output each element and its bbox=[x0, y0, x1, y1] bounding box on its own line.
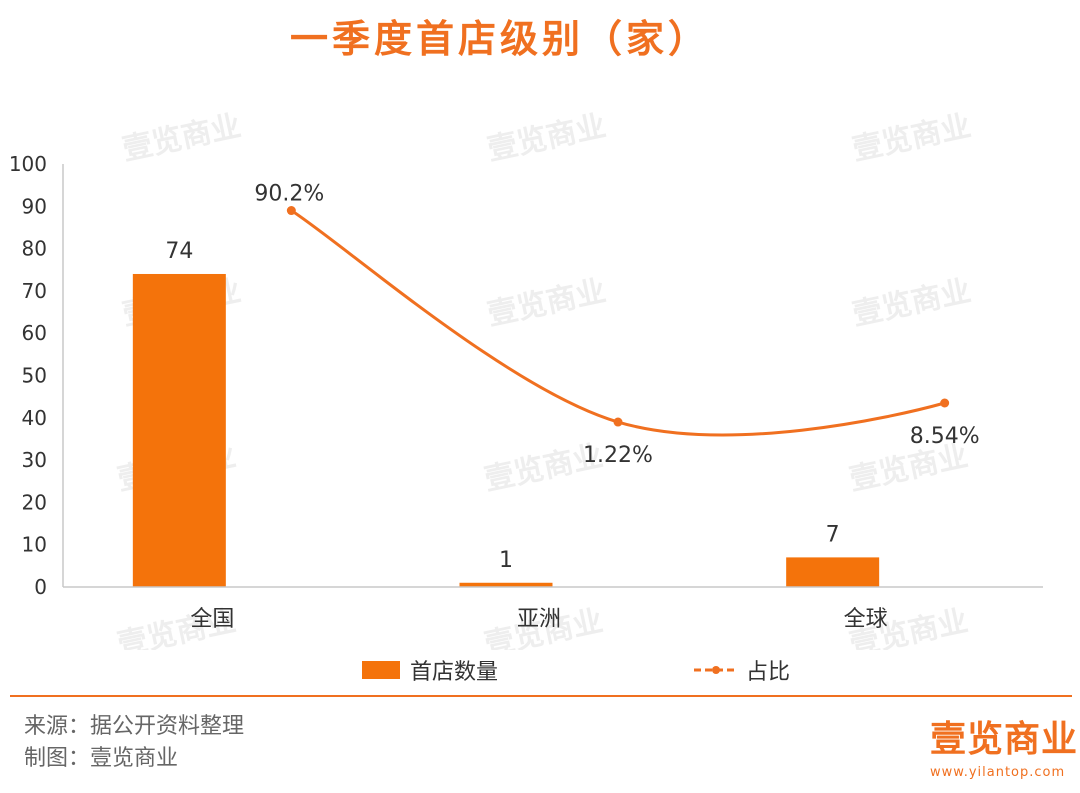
bar bbox=[786, 557, 879, 587]
x-category-label: 全球 bbox=[844, 607, 888, 632]
watermark: 壹览商业 bbox=[849, 109, 974, 168]
legend-line-swatch bbox=[694, 660, 738, 680]
y-axis: 0 10 20 30 40 50 60 70 80 90 100 bbox=[9, 152, 63, 599]
y-tick-label: 20 bbox=[22, 490, 47, 514]
bar-data-label: 1 bbox=[499, 548, 513, 573]
legend-item-line: 占比 bbox=[694, 654, 790, 686]
y-tick-label: 100 bbox=[9, 152, 47, 176]
y-tick-label: 10 bbox=[22, 533, 47, 557]
line-data-label: 90.2% bbox=[254, 182, 324, 207]
watermark: 壹览商业 bbox=[484, 109, 609, 168]
legend: 首店数量 占比 bbox=[0, 654, 1080, 688]
y-tick-label: 0 bbox=[34, 575, 47, 599]
watermark: 壹览商业 bbox=[119, 109, 244, 168]
line-point bbox=[287, 206, 296, 215]
x-category-label: 亚洲 bbox=[517, 607, 561, 632]
source-note: 来源：据公开资料整理 bbox=[24, 708, 244, 740]
y-tick-label: 80 bbox=[22, 237, 47, 261]
y-tick-label: 70 bbox=[22, 279, 47, 303]
brand-url: www.yilantop.com bbox=[930, 765, 1065, 780]
bar-data-label: 74 bbox=[165, 239, 193, 264]
bar-data-label: 7 bbox=[826, 522, 840, 547]
y-tick-label: 40 bbox=[22, 406, 47, 430]
watermark: 壹览商业 bbox=[484, 274, 609, 333]
line-data-label: 1.22% bbox=[583, 443, 653, 468]
line-point bbox=[940, 398, 949, 407]
legend-label-bar: 首店数量 bbox=[410, 654, 498, 686]
made-by-note: 制图：壹览商业 bbox=[24, 740, 178, 772]
line-path bbox=[291, 211, 944, 435]
brand-logo: 壹览商业 bbox=[930, 710, 1078, 762]
legend-label-line: 占比 bbox=[746, 654, 790, 686]
x-category-label: 全国 bbox=[190, 607, 234, 632]
y-tick-label: 50 bbox=[22, 364, 47, 388]
bar-series: 74 1 7 bbox=[133, 239, 879, 587]
watermark: 壹览商业 bbox=[849, 274, 974, 333]
y-tick-label: 90 bbox=[22, 194, 47, 218]
line-data-label: 8.54% bbox=[910, 424, 980, 449]
legend-bar-swatch bbox=[362, 661, 400, 679]
legend-item-bar: 首店数量 bbox=[362, 654, 498, 686]
y-tick-label: 60 bbox=[22, 321, 47, 345]
line-point bbox=[614, 418, 623, 427]
y-tick-label: 30 bbox=[22, 448, 47, 472]
bar bbox=[133, 274, 226, 587]
footer-divider bbox=[10, 695, 1072, 697]
